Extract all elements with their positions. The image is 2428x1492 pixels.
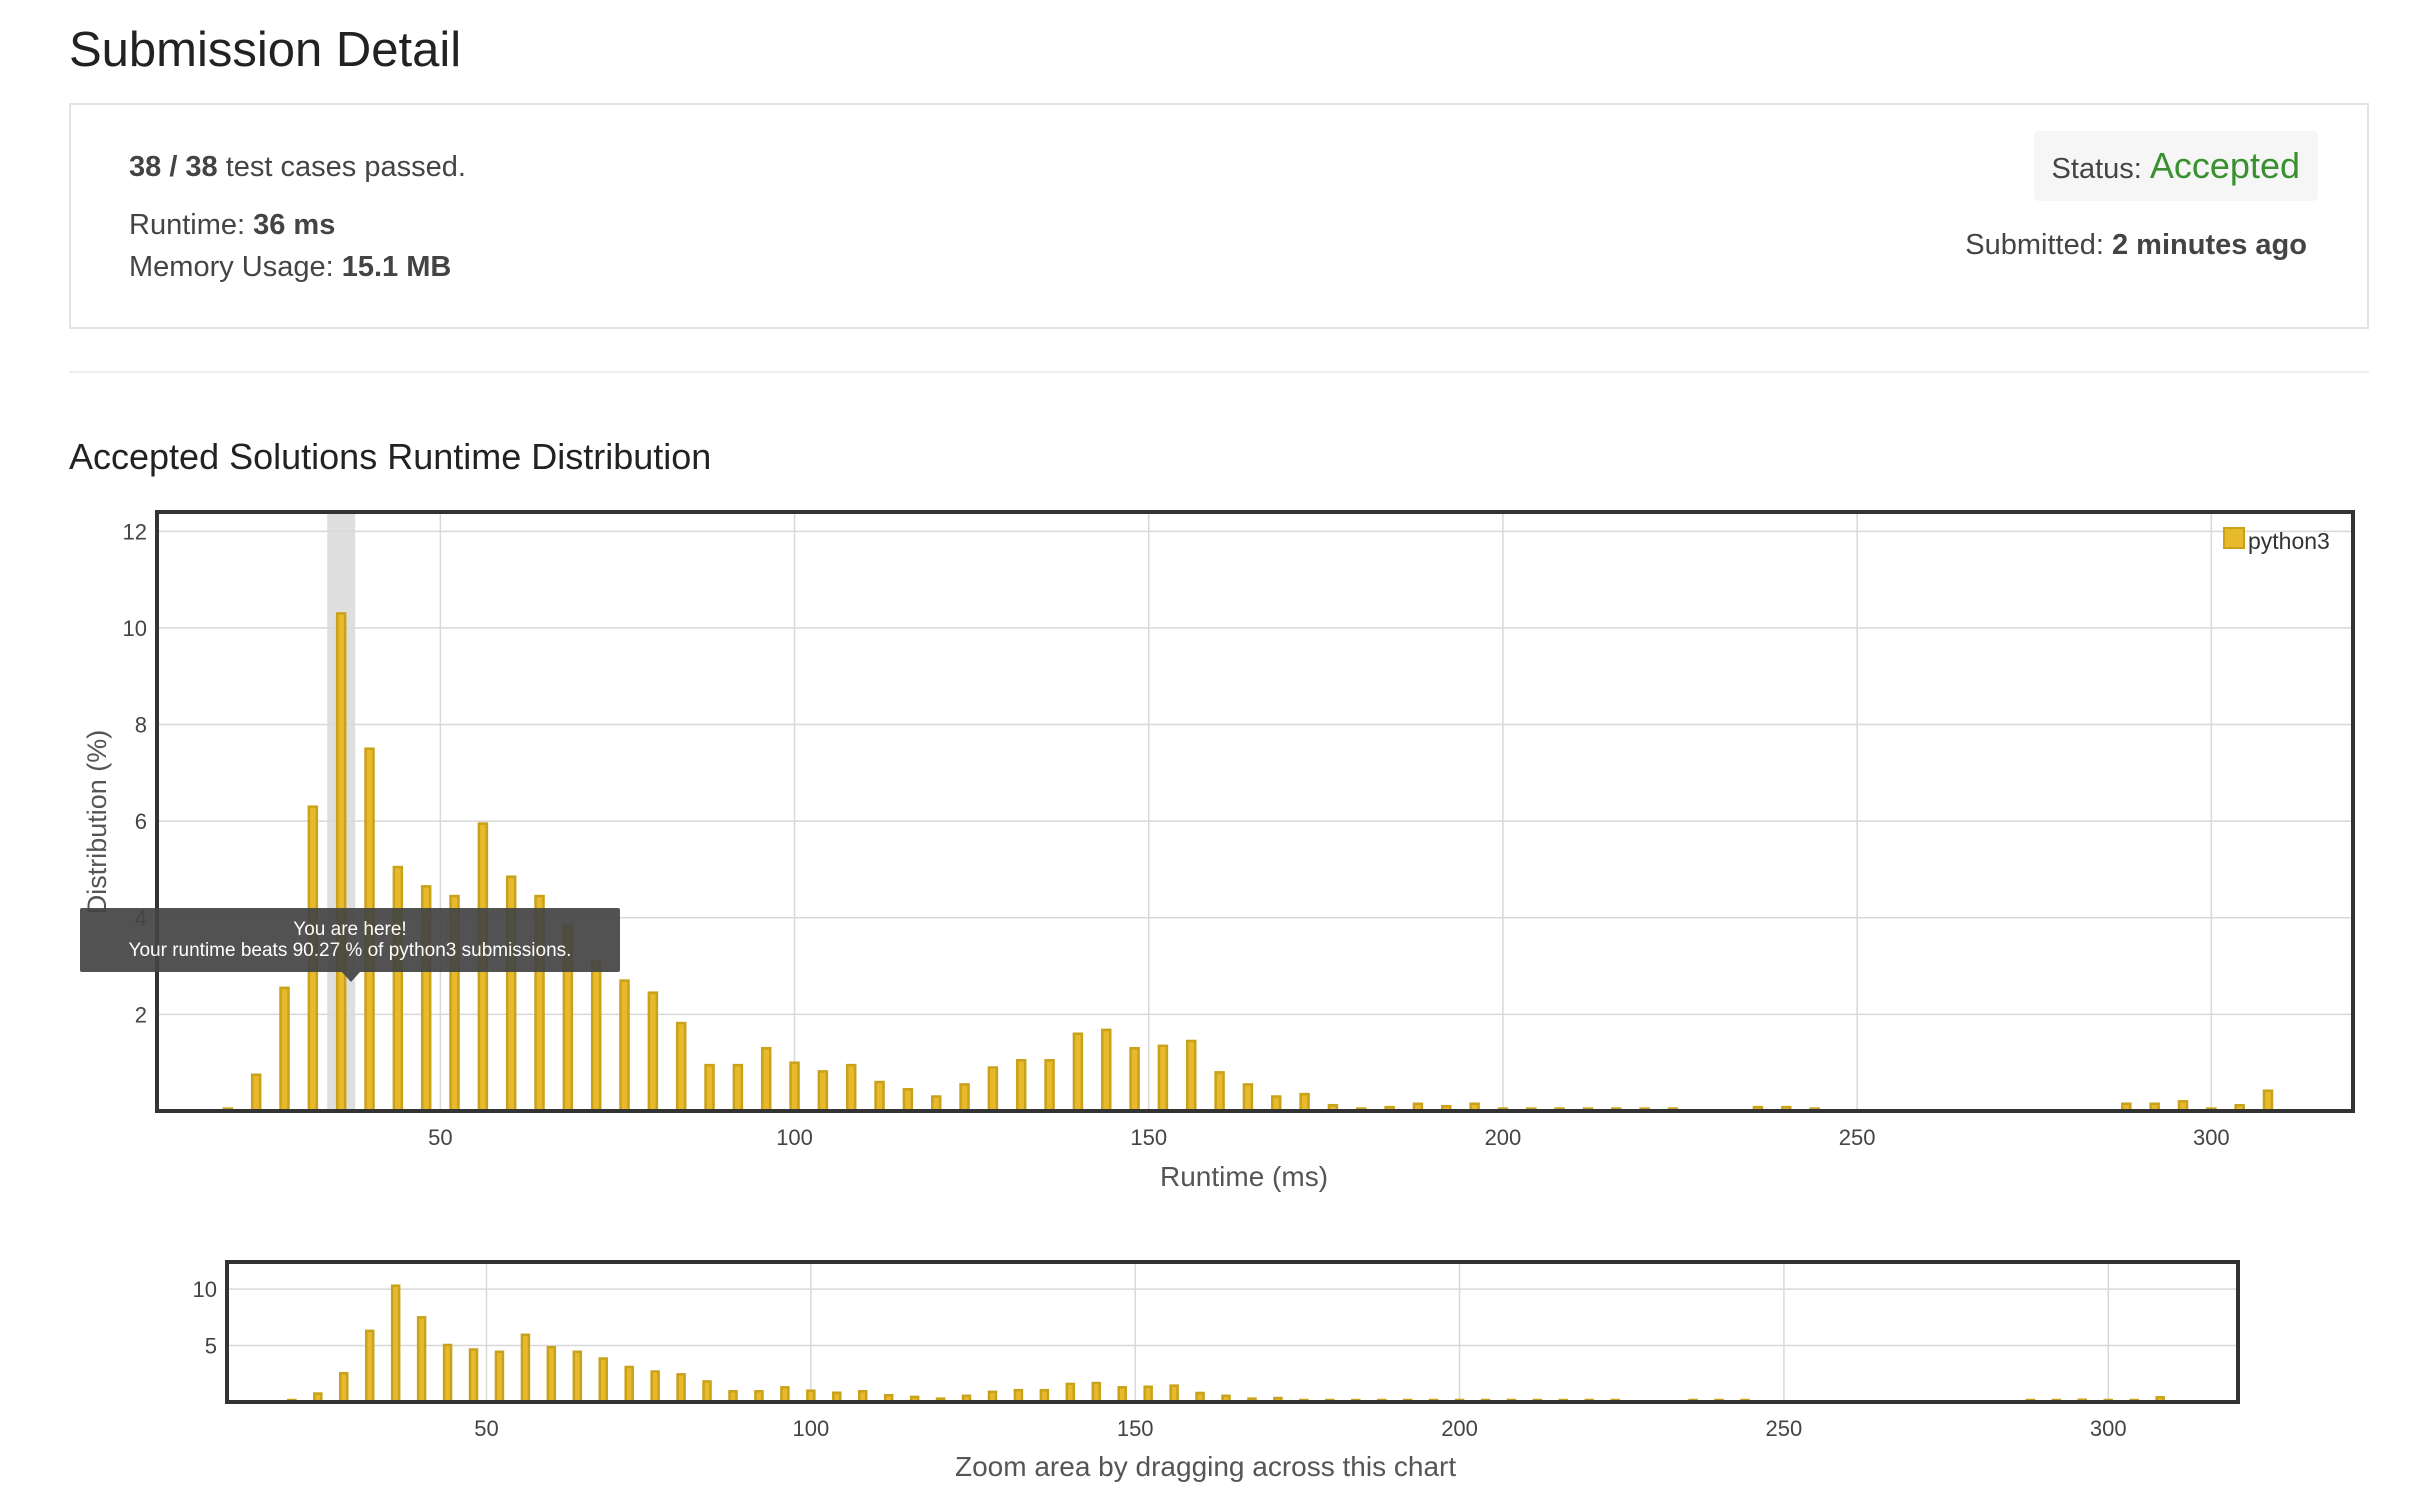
x-axis-label: Runtime (ms): [1160, 1161, 1329, 1192]
y-tick-label: 5: [205, 1334, 217, 1359]
bar: [1143, 1385, 1153, 1404]
x-tick-label: 50: [428, 1125, 452, 1150]
status-label: Status:: [2051, 153, 2142, 185]
runtime-label: Runtime:: [129, 209, 246, 241]
x-tick-label: 300: [2193, 1125, 2230, 1150]
x-tick-label: 200: [1441, 1416, 1478, 1441]
runtime-value: 36 ms: [253, 209, 336, 241]
runtime-tooltip: You are here! Your runtime beats 90.27 %…: [80, 908, 620, 982]
submitted-line: Submitted: 2 minutes ago: [1965, 229, 2307, 262]
bar: [650, 1370, 660, 1404]
section-title: Accepted Solutions Runtime Distribution: [69, 436, 712, 477]
y-axis-label: Distribution (%): [82, 730, 112, 915]
page-title: Submission Detail: [69, 23, 462, 77]
tests-passed-suffix: test cases passed.: [225, 151, 466, 183]
bar: [364, 1329, 375, 1404]
zoom-hint: Zoom area by dragging across this chart: [955, 1451, 1457, 1482]
bar: [442, 1343, 453, 1404]
plot-frame: [155, 510, 2355, 1113]
runtime-line: Runtime: 36 ms: [129, 209, 335, 242]
bar: [1117, 1386, 1127, 1404]
bar: [520, 1333, 531, 1404]
tests-passed-count: 38 / 38: [129, 151, 218, 183]
bar: [416, 1316, 427, 1404]
x-tick-label: 100: [776, 1125, 813, 1150]
bar: [1065, 1382, 1076, 1404]
y-tick-label: 10: [193, 1277, 217, 1302]
bar: [494, 1350, 505, 1404]
x-tick-label: 250: [1839, 1125, 1876, 1150]
submitted-value: 2 minutes ago: [2112, 229, 2307, 261]
y-tick-label: 12: [123, 519, 147, 544]
memory-line: Memory Usage: 15.1 MB: [129, 251, 451, 284]
x-tick-label: 300: [2090, 1416, 2127, 1441]
bar: [676, 1373, 686, 1404]
status-value[interactable]: Accepted: [2149, 145, 2300, 186]
tooltip-text: Your runtime beats 90.27 % of python3 su…: [128, 940, 572, 961]
bar: [780, 1386, 790, 1404]
bar: [546, 1345, 557, 1404]
bar: [624, 1365, 634, 1404]
status-box: Status: Accepted: [2033, 131, 2318, 201]
legend-label: python3: [2248, 528, 2330, 554]
tooltip-title: You are here!: [293, 919, 407, 940]
x-tick-label: 150: [1130, 1125, 1167, 1150]
y-tick-label: 10: [123, 616, 147, 641]
x-tick-label: 100: [792, 1416, 829, 1441]
section-divider: [69, 371, 2369, 373]
memory-label: Memory Usage:: [129, 251, 334, 283]
bar: [572, 1350, 583, 1404]
legend-swatch: [2223, 527, 2245, 549]
submitted-label: Submitted:: [1965, 229, 2104, 261]
bar: [598, 1357, 609, 1404]
y-tick-label: 8: [135, 713, 147, 738]
bar: [702, 1380, 712, 1404]
test-cases-line: 38 / 38 test cases passed.: [129, 151, 466, 184]
submission-summary-panel: 38 / 38 test cases passed. Runtime: 36 m…: [69, 103, 2369, 329]
bar: [468, 1348, 479, 1404]
bar: [339, 1371, 349, 1404]
x-tick-label: 50: [474, 1416, 498, 1441]
bar: [1091, 1381, 1102, 1404]
y-tick-label: 6: [135, 809, 147, 834]
bar: [1169, 1384, 1179, 1404]
x-tick-label: 150: [1117, 1416, 1154, 1441]
x-tick-label: 200: [1485, 1125, 1522, 1150]
plot-frame: [225, 1260, 2240, 1404]
x-tick-label: 250: [1766, 1416, 1803, 1441]
y-tick-label: 2: [135, 1002, 147, 1027]
memory-value: 15.1 MB: [341, 251, 452, 283]
bar: [390, 1284, 401, 1404]
